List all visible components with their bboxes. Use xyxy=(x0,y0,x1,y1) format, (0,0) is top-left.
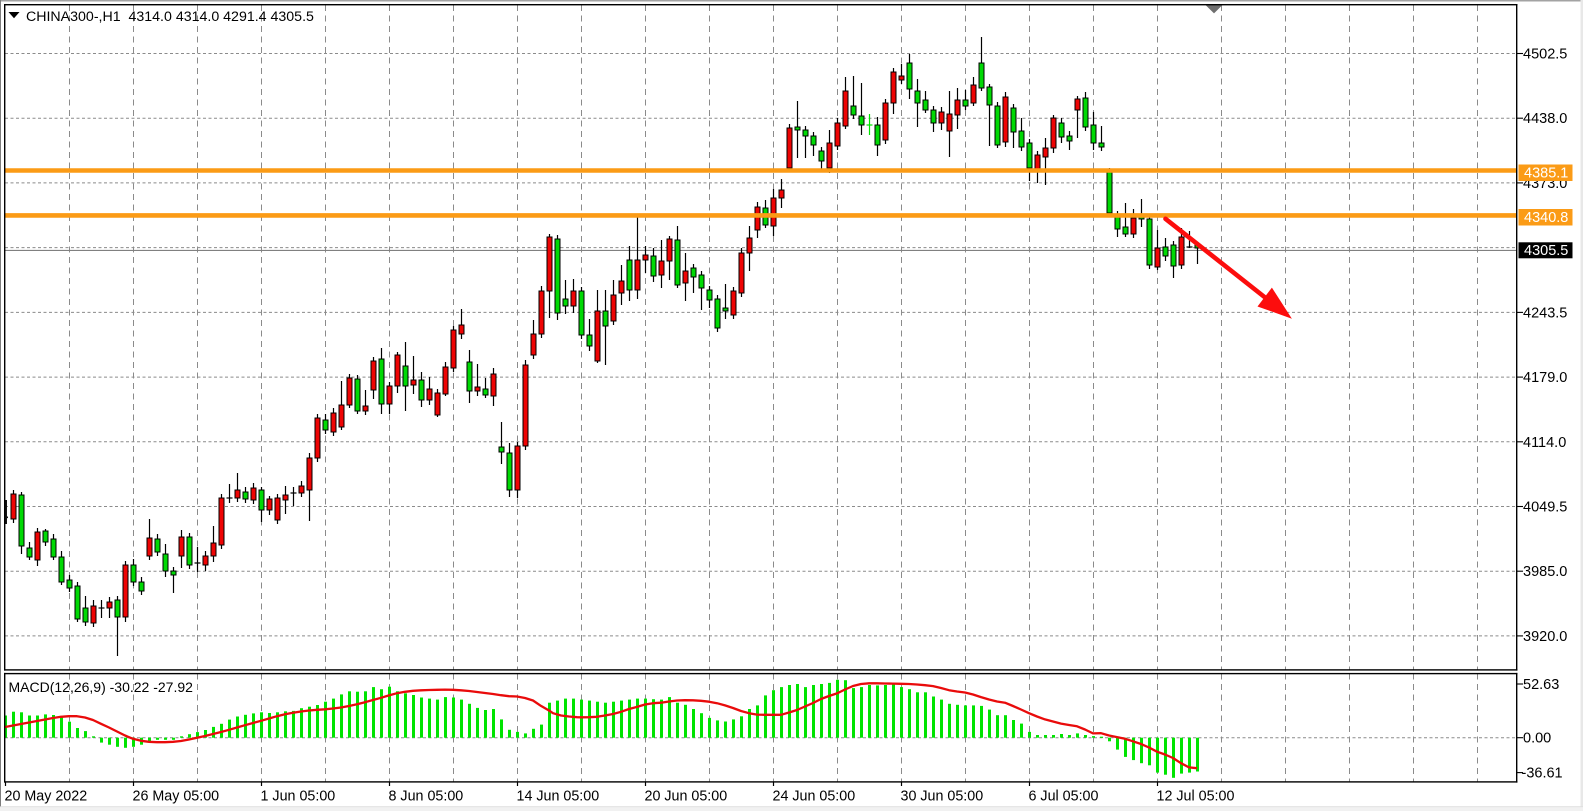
svg-text:4438.0: 4438.0 xyxy=(1523,111,1567,127)
svg-text:1 Jun 05:00: 1 Jun 05:00 xyxy=(261,788,336,804)
svg-text:4243.5: 4243.5 xyxy=(1523,305,1567,321)
svg-text:4340.8: 4340.8 xyxy=(1524,210,1568,226)
svg-text:6 Jul 05:00: 6 Jul 05:00 xyxy=(1029,788,1099,804)
svg-text:CHINA300-,H1 4314.0 4314.0 42: CHINA300-,H1 4314.0 4314.0 4291.4 4305.5 xyxy=(26,9,314,25)
svg-text:3985.0: 3985.0 xyxy=(1523,564,1567,580)
svg-text:8 Jun 05:00: 8 Jun 05:00 xyxy=(389,788,464,804)
svg-text:12 Jul 05:00: 12 Jul 05:00 xyxy=(1157,788,1235,804)
svg-text:4305.5: 4305.5 xyxy=(1524,243,1568,259)
svg-text:0.00: 0.00 xyxy=(1523,731,1551,747)
svg-text:14 Jun 05:00: 14 Jun 05:00 xyxy=(517,788,600,804)
svg-text:4114.0: 4114.0 xyxy=(1523,435,1566,451)
svg-text:30 Jun 05:00: 30 Jun 05:00 xyxy=(901,788,984,804)
svg-text:20 May 2022: 20 May 2022 xyxy=(5,788,88,804)
svg-text:20 Jun 05:00: 20 Jun 05:00 xyxy=(645,788,728,804)
svg-text:4049.5: 4049.5 xyxy=(1523,500,1567,516)
svg-text:26 May 05:00: 26 May 05:00 xyxy=(133,788,220,804)
svg-text:4179.0: 4179.0 xyxy=(1523,370,1567,386)
svg-text:-36.61: -36.61 xyxy=(1522,766,1563,782)
svg-text:MACD(12,26,9) -30.22 -27.92: MACD(12,26,9) -30.22 -27.92 xyxy=(9,679,194,695)
svg-text:4385.1: 4385.1 xyxy=(1524,165,1568,181)
svg-text:24 Jun 05:00: 24 Jun 05:00 xyxy=(773,788,856,804)
svg-text:52.63: 52.63 xyxy=(1523,677,1559,693)
svg-text:4502.5: 4502.5 xyxy=(1523,47,1567,63)
svg-text:3920.0: 3920.0 xyxy=(1523,629,1567,645)
